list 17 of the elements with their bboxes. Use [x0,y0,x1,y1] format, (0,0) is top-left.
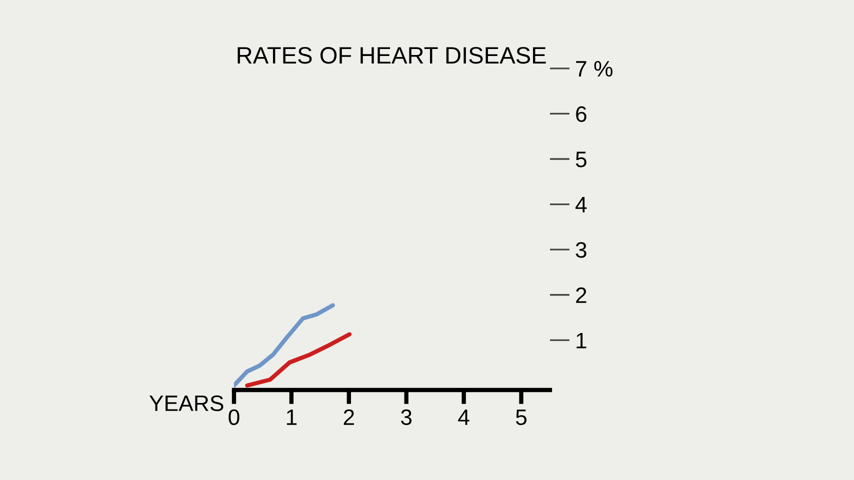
x-tick-label: 4 [458,410,470,425]
x-tick-label: 1 [286,410,297,425]
y-tick-label: 5 [576,152,586,168]
x-tick-label: 3 [401,409,412,426]
y-axis-title: RATES OF HEART DISEASE [238,47,546,64]
y-tick-label: 1 [576,332,586,348]
y-tick-label: 3 [576,242,586,258]
y-tick-label: 2 [576,287,586,303]
x-axis-title: YEARS [149,395,224,412]
line-series [234,303,335,388]
y-tick-label: 7 % [576,61,612,77]
y-tick-label: 6 [576,106,586,122]
line-series [245,332,352,388]
x-tick-label: 5 [516,410,526,426]
x-tick-label: 2 [344,409,354,425]
y-tick-label: 4 [575,197,587,212]
x-tick-label: 0 [228,409,240,426]
